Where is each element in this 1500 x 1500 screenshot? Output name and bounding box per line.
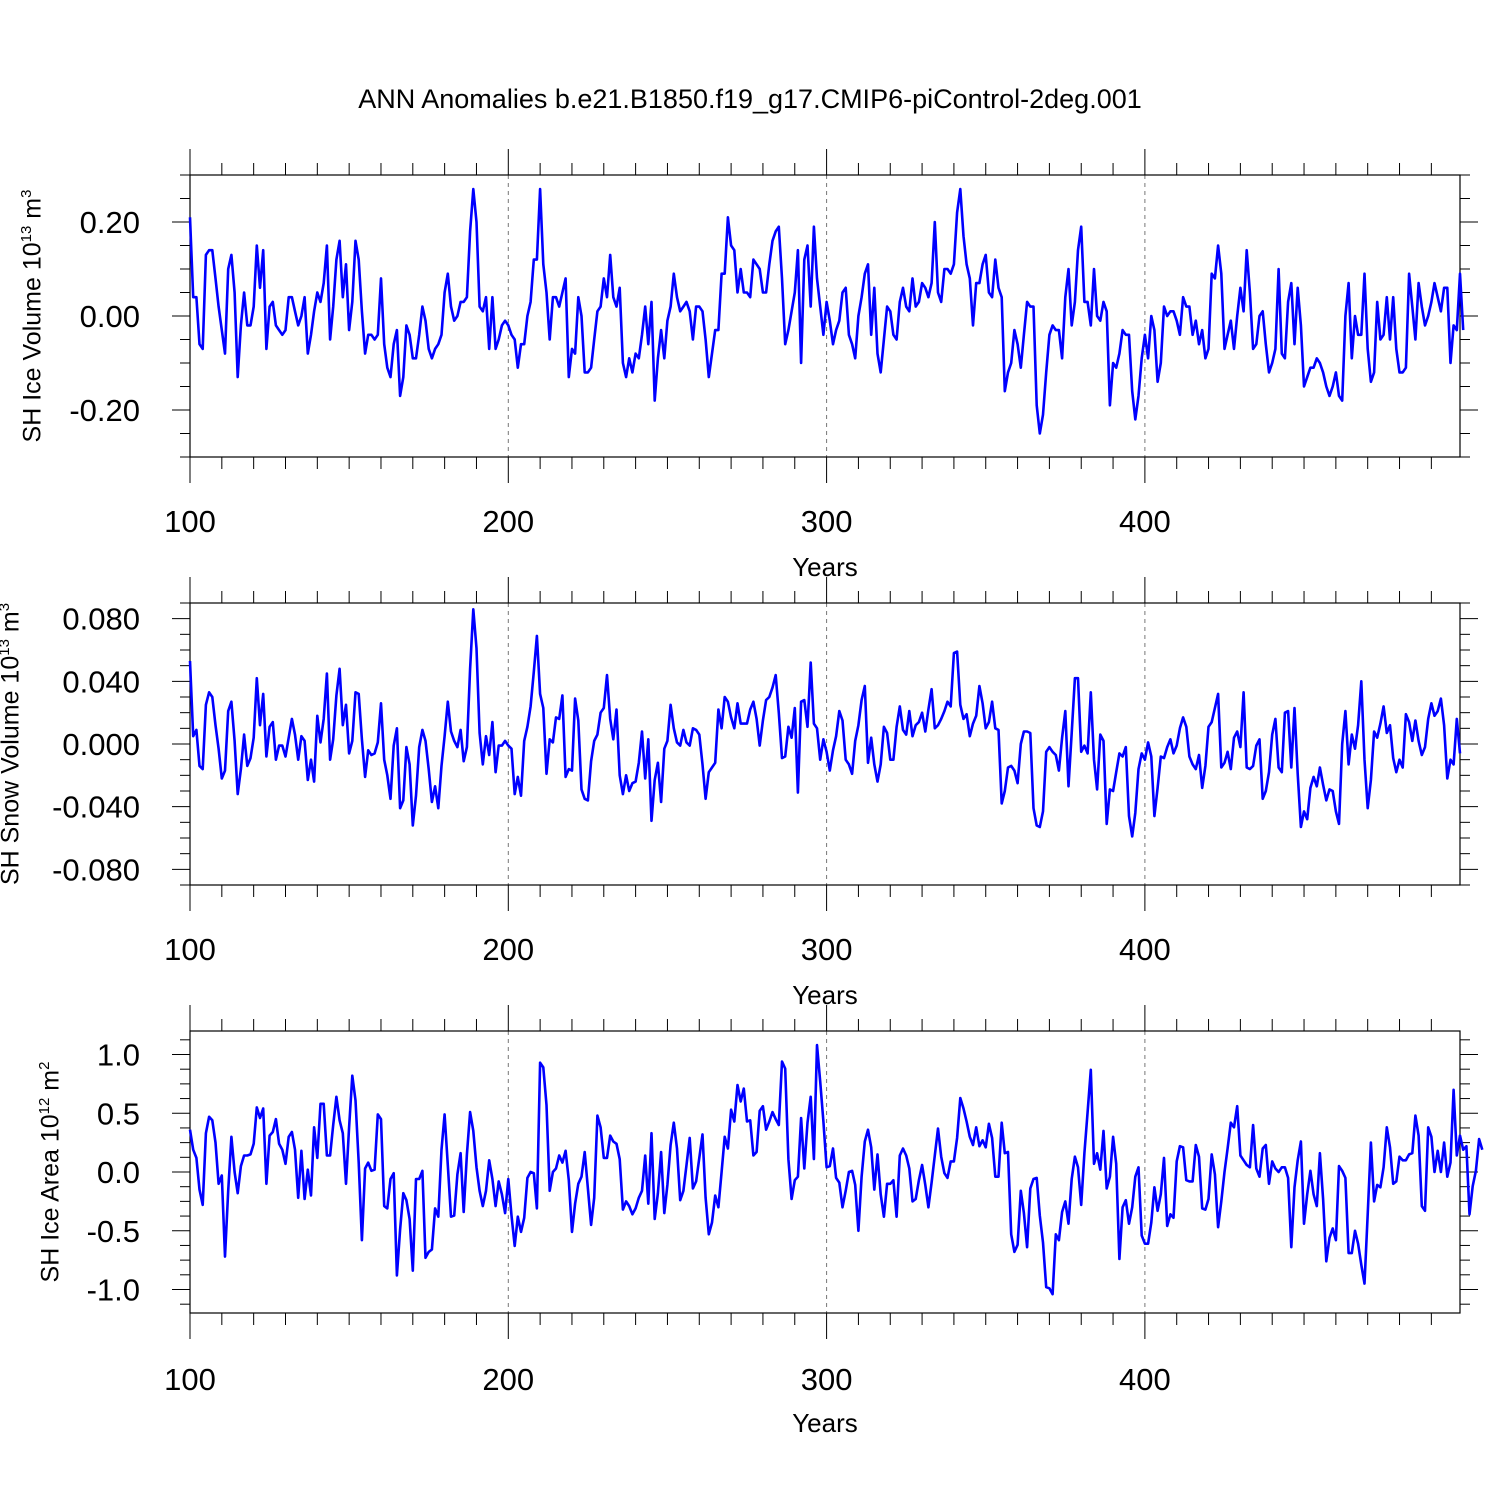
x-tick-label: 400 [1119, 1362, 1171, 1397]
y-tick-label: 0.0 [97, 1155, 140, 1190]
x-tick-label: 100 [164, 504, 216, 539]
panel-1: 100 200 300 400 -0.20 0.00 0.20 [69, 149, 1478, 539]
y-tick-label: -0.5 [87, 1214, 140, 1249]
y-tick-label: -1.0 [87, 1273, 140, 1308]
figure-title: ANN Anomalies b.e21.B1850.f19_g17.CMIP6-… [358, 84, 1142, 114]
y-tick-label: 1.0 [97, 1038, 140, 1073]
x-tick-label: 300 [801, 504, 853, 539]
x-tick-label: 200 [482, 932, 534, 967]
y-tick-label: 0.000 [62, 727, 140, 762]
x-tick-label: 200 [482, 504, 534, 539]
x-axis-label: Years [792, 1408, 858, 1438]
series-line [188, 607, 1462, 838]
x-tick-label: 400 [1119, 504, 1171, 539]
y-tick-label: -0.20 [69, 393, 140, 428]
x-tick-label: 100 [164, 932, 216, 967]
y-tick-label: 0.20 [80, 205, 140, 240]
x-tick-label: 200 [482, 1362, 534, 1397]
x-tick-label: 400 [1119, 932, 1171, 967]
y-tick-label: 0.00 [80, 299, 140, 334]
y-tick-label: 0.080 [62, 602, 140, 637]
x-axis-label: Years [792, 552, 858, 582]
panel-3: 100 200 300 400 -1.0 -0.5 0.0 0.5 1.0 [87, 1005, 1484, 1397]
x-tick-label: 100 [164, 1362, 216, 1397]
y-tick-label: -0.040 [52, 790, 140, 825]
y-axis-label: SH Ice Volume 1013 m3 [18, 189, 47, 443]
y-axis-label: SH Ice Area 1012 m2 [36, 1061, 65, 1283]
y-tick-label: 0.040 [62, 664, 140, 699]
y-axis-label: SH Snow Volume 1013 m3 [0, 603, 25, 886]
series-line [188, 1043, 1484, 1296]
x-tick-label: 300 [801, 932, 853, 967]
series-line [188, 187, 1465, 435]
panel-2: 100 200 300 400 -0.080 -0.040 0.000 0.040 0.080 [52, 577, 1478, 967]
x-axis-label: Years [792, 980, 858, 1010]
x-tick-label: 300 [801, 1362, 853, 1397]
y-tick-label: 0.5 [97, 1096, 140, 1131]
y-tick-label: -0.080 [52, 852, 140, 887]
